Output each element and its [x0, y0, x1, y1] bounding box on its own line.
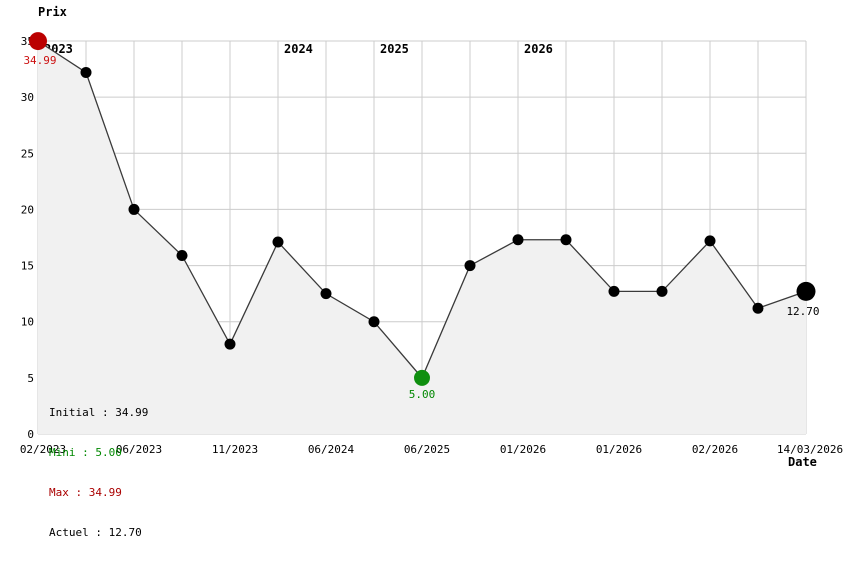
- x-tick-label: 01/2026: [596, 443, 642, 456]
- data-point-marker: [224, 338, 236, 350]
- data-point-marker: [80, 66, 92, 78]
- y-tick-label: 25: [21, 147, 34, 160]
- y-axis-title: Prix: [38, 5, 67, 19]
- x-tick-label: 06/2025: [404, 443, 450, 456]
- data-point-marker: [512, 234, 524, 246]
- y-tick-label: 15: [21, 260, 34, 273]
- legend-actuel: Actuel : 12.70: [49, 526, 142, 540]
- data-point-marker: [320, 288, 332, 300]
- data-point-marker: [272, 236, 284, 248]
- data-point-marker: [464, 260, 476, 272]
- y-tick-label: 5: [27, 372, 34, 385]
- data-point-marker: [368, 316, 380, 328]
- y-tick-label: 20: [21, 203, 34, 216]
- data-point-marker: [128, 203, 140, 215]
- data-point-marker: [608, 285, 620, 297]
- data-point-marker: [176, 249, 188, 261]
- x-tick-label: 14/03/2026: [777, 443, 843, 456]
- y-tick-label: 10: [21, 316, 34, 329]
- data-point-marker: [752, 302, 764, 314]
- x-tick-label: 11/2023: [212, 443, 258, 456]
- current-price-marker: [796, 281, 816, 301]
- year-label: 2026: [524, 42, 553, 56]
- year-label: 2024: [284, 42, 313, 56]
- data-point-marker: [656, 285, 668, 297]
- y-tick-label: 0: [27, 428, 34, 441]
- price-history-chart: Prix 0 5 10 15 20 25 30 35 2023 2024 2025 2026 34.99…: [20, 5, 843, 539]
- current-price-label: 12.70: [786, 305, 819, 318]
- x-tick-label: 06/2024: [308, 443, 355, 456]
- x-tick-label: 06/2023: [116, 443, 162, 456]
- price-area-fill: [38, 41, 806, 435]
- x-tick-label: 02/2023: [20, 443, 66, 456]
- price-summary-legend: Initial : 34.99 Mini : 5.00 Max : 34.99 …: [49, 379, 148, 567]
- max-price-marker: [29, 32, 47, 51]
- legend-max: Max : 34.99: [49, 486, 122, 500]
- min-price-label: 5.00: [409, 388, 436, 401]
- x-axis-title: Date: [788, 455, 817, 469]
- legend-mini: Mini : 5.00: [49, 446, 122, 460]
- x-tick-label: 02/2026: [692, 443, 738, 456]
- data-point-marker: [704, 235, 716, 247]
- max-price-label: 34.99: [23, 54, 56, 67]
- legend-initial: Initial : 34.99: [49, 405, 149, 419]
- x-tick-label: 01/2026: [500, 443, 546, 456]
- data-point-marker: [560, 234, 572, 246]
- y-tick-label: 30: [21, 91, 34, 104]
- year-label: 2025: [380, 42, 409, 56]
- min-price-marker: [414, 369, 430, 386]
